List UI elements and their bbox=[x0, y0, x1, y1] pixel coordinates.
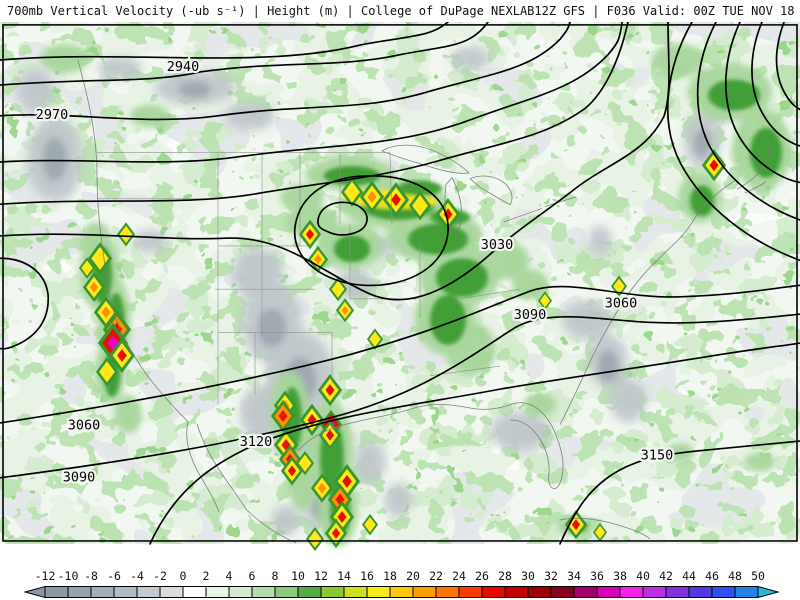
model-run-valid-time: 12Z GFS | F036 Valid: 00Z TUE NOV 18 202… bbox=[534, 4, 795, 18]
colorbar-tick: 20 bbox=[406, 569, 420, 583]
colorbar-tick: 42 bbox=[659, 569, 673, 583]
colorbar-tick: 22 bbox=[429, 569, 443, 583]
svg-text:3120: 3120 bbox=[240, 435, 273, 450]
svg-text:3150: 3150 bbox=[641, 449, 674, 464]
colorbar: -12 -10 -8 -6 -4 -2 0 2 4 6 8 10 12 14 16 18 20 22 24 26 28 3… bbox=[0, 565, 800, 600]
contour-labels: 2940 2970 3030 3060 3090 3060 3090 3120 3150 bbox=[34, 58, 676, 487]
colorbar-tick: 0 bbox=[179, 569, 187, 583]
colorbar-tick: 48 bbox=[728, 569, 742, 583]
colorbar-tick: 46 bbox=[705, 569, 719, 583]
svg-text:3060: 3060 bbox=[605, 297, 638, 312]
geography-outlines bbox=[77, 60, 770, 544]
colorbar-tick: 40 bbox=[636, 569, 650, 583]
colorbar-tick-labels: -12 -10 -8 -6 -4 -2 0 2 4 6 8 10 12 14 16 18 20 22 24 26 28 3… bbox=[0, 569, 800, 583]
colorbar-tick: 16 bbox=[360, 569, 374, 583]
colorbar-tick: 12 bbox=[314, 569, 328, 583]
colorbar-tick: 44 bbox=[682, 569, 696, 583]
colorbar-tick: -8 bbox=[84, 569, 98, 583]
strong-ascent-cells bbox=[78, 149, 727, 552]
colorbar-tick: 6 bbox=[248, 569, 256, 583]
title-bar: 700mb Vertical Velocity (-ub s⁻¹) | Heig… bbox=[0, 0, 800, 22]
svg-text:3030: 3030 bbox=[481, 238, 514, 253]
colorbar-tick: 34 bbox=[567, 569, 581, 583]
svg-text:3090: 3090 bbox=[514, 308, 547, 323]
colorbar-tick: 32 bbox=[544, 569, 558, 583]
product-title: 700mb Vertical Velocity (-ub s⁻¹) | Heig… bbox=[7, 4, 535, 18]
colorbar-tick: 10 bbox=[291, 569, 305, 583]
colorbar-tick: 2 bbox=[202, 569, 210, 583]
vertical-velocity-height-map: 2940 2970 3030 3060 3090 3060 3090 3120 3150 bbox=[0, 21, 800, 552]
colorbar-tick: -2 bbox=[153, 569, 167, 583]
colorbar-tick: 14 bbox=[337, 569, 351, 583]
state-borders bbox=[97, 152, 521, 405]
colorbar-tick: 36 bbox=[590, 569, 604, 583]
colorbar-tick: -10 bbox=[57, 569, 79, 583]
svg-text:2940: 2940 bbox=[167, 60, 200, 75]
colorbar-tick: 38 bbox=[613, 569, 627, 583]
colorbar-tick: 26 bbox=[475, 569, 489, 583]
colorbar-tick: -4 bbox=[130, 569, 144, 583]
height-contours bbox=[0, 21, 800, 545]
colorbar-tick: 24 bbox=[452, 569, 466, 583]
colorbar-tick: 30 bbox=[521, 569, 535, 583]
svg-text:2970: 2970 bbox=[36, 108, 69, 123]
map-canvas: 2940 2970 3030 3060 3090 3060 3090 3120 3150 bbox=[0, 21, 800, 565]
svg-text:3090: 3090 bbox=[63, 471, 96, 486]
colorbar-tick: -6 bbox=[107, 569, 121, 583]
svg-text:3060: 3060 bbox=[68, 419, 101, 434]
colorbar-scale bbox=[23, 585, 780, 599]
colorbar-tick: 28 bbox=[498, 569, 512, 583]
colorbar-tick: -12 bbox=[34, 569, 56, 583]
map-frame bbox=[2, 24, 798, 542]
colorbar-tick: 8 bbox=[271, 569, 279, 583]
colorbar-tick: 18 bbox=[383, 569, 397, 583]
colorbar-tick: 50 bbox=[751, 569, 765, 583]
colorbar-tick: 4 bbox=[225, 569, 233, 583]
